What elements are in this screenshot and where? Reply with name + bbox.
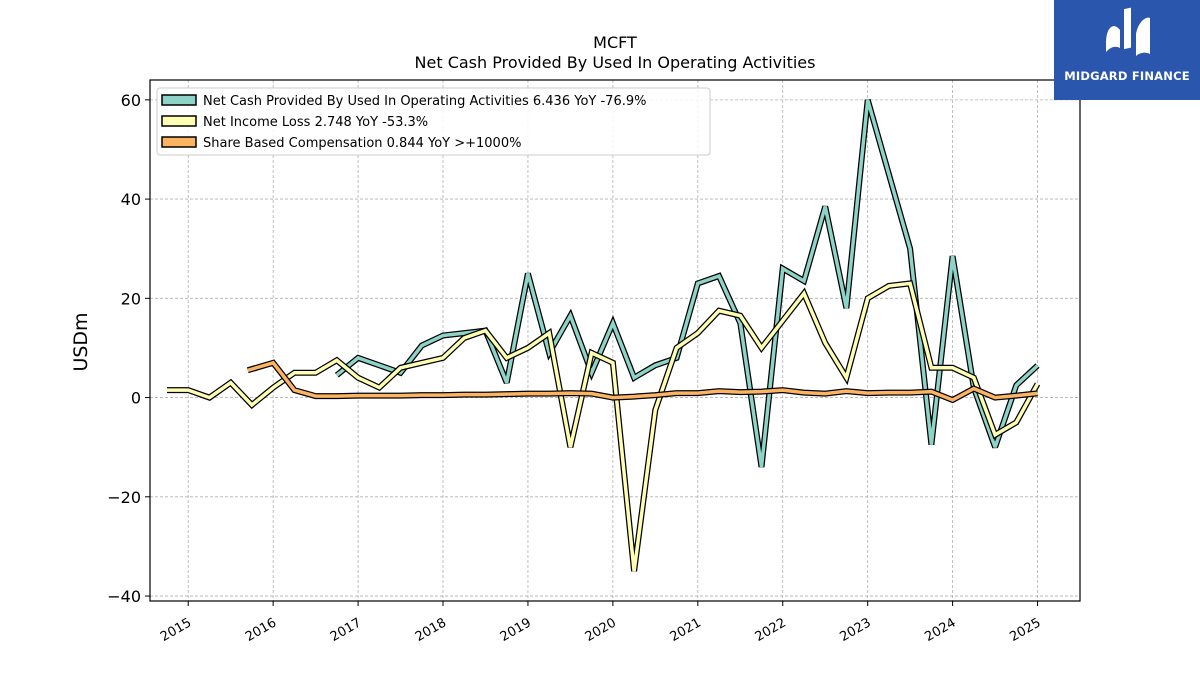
legend-swatch (161, 94, 197, 106)
series-line-1 (167, 281, 1040, 572)
x-tick-label: 2023 (838, 615, 874, 645)
series-outline-1 (167, 280, 1041, 572)
chart-subtitle: Net Cash Provided By Used In Operating A… (415, 53, 816, 72)
y-tick-label: −40 (107, 587, 141, 606)
y-tick-label: 0 (131, 389, 141, 408)
series-line-0 (335, 99, 1039, 468)
legend-swatch (161, 115, 197, 127)
legend-swatch (161, 136, 197, 148)
x-tick-label: 2022 (753, 615, 789, 645)
y-tick-label: 60 (121, 91, 141, 110)
y-axis-label: USDm (70, 312, 92, 371)
x-tick-label: 2024 (922, 615, 958, 645)
plot-frame (149, 79, 1081, 602)
x-tick-label: 2021 (668, 615, 704, 645)
y-tick-label: 20 (121, 289, 141, 308)
series-line-2 (247, 360, 1038, 402)
brand-logo: MIDGARD FINANCE (1054, 0, 1200, 100)
midgard-logo-icon (1106, 7, 1150, 56)
x-tick-label: 2025 (1007, 615, 1043, 645)
legend-box (156, 87, 711, 156)
logo-text: MIDGARD FINANCE (1064, 69, 1190, 83)
legend-label: Share Based Compensation 0.844 YoY >+100… (203, 136, 521, 151)
chart-title: MCFT (593, 33, 637, 52)
x-tick-label: 2016 (243, 615, 279, 645)
legend-label: Net Income Loss 2.748 YoY -53.3% (203, 115, 428, 130)
x-tick-label: 2019 (498, 615, 534, 645)
legend-label: Net Cash Provided By Used In Operating A… (203, 94, 646, 109)
x-tick-label: 2017 (328, 615, 364, 645)
legend: Net Cash Provided By Used In Operating A… (156, 87, 711, 156)
x-tick-label: 2018 (413, 615, 449, 645)
y-tick-label: −20 (107, 488, 141, 507)
x-tick-label: 2020 (583, 615, 619, 645)
x-tick-label: 2015 (158, 615, 194, 645)
plot-lines (167, 98, 1041, 572)
y-tick-label: 40 (121, 190, 141, 209)
